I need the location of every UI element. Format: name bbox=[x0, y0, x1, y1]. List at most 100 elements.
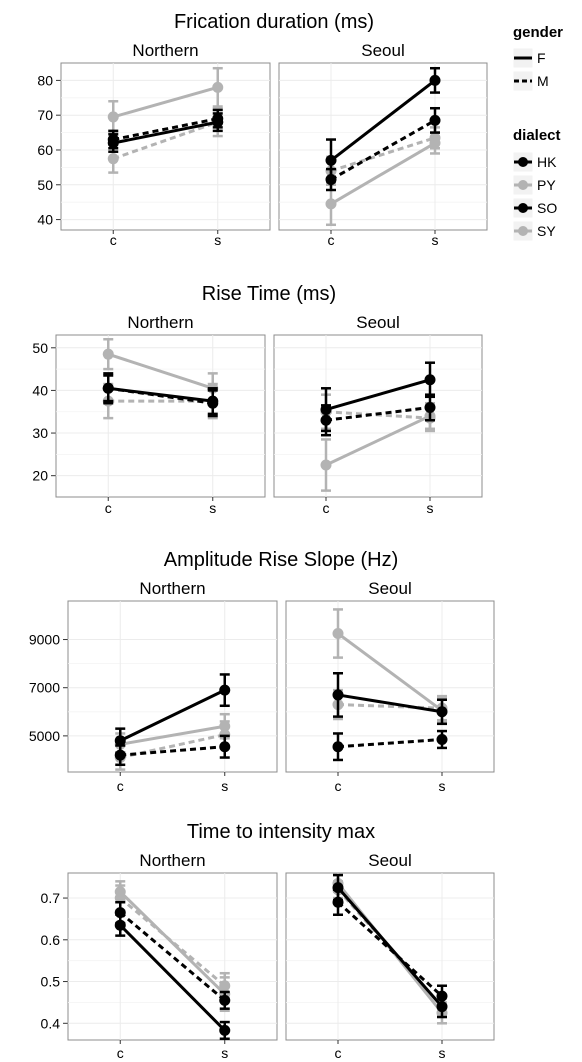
x-tick-label: c bbox=[335, 778, 342, 794]
series-line bbox=[330, 141, 436, 206]
series-line bbox=[336, 901, 444, 998]
data-point bbox=[325, 154, 337, 166]
y-tick-label: 40 bbox=[37, 212, 53, 228]
series-so-f bbox=[332, 672, 448, 726]
x-tick-label: c bbox=[105, 500, 112, 516]
legend-key-point bbox=[518, 226, 528, 236]
legend-key-so bbox=[512, 197, 534, 219]
panel-northern: Northern c s bbox=[67, 851, 278, 1061]
x-tick-label: c bbox=[328, 232, 335, 248]
chart-title: Rise Time (ms) bbox=[202, 283, 336, 305]
legend-key-py bbox=[512, 174, 534, 196]
data-point bbox=[107, 134, 119, 146]
series-line bbox=[336, 886, 444, 1008]
y-tick-label: 50 bbox=[32, 340, 48, 356]
data-point bbox=[219, 980, 231, 992]
x-tick-label: c bbox=[117, 778, 124, 794]
panel-frame bbox=[55, 334, 266, 498]
data-point bbox=[114, 735, 126, 747]
series-line bbox=[119, 688, 226, 743]
facet-label: Seoul bbox=[356, 313, 399, 332]
series-line bbox=[119, 911, 226, 1002]
series-so-m bbox=[332, 888, 448, 1008]
panel-frame bbox=[60, 62, 271, 231]
legend-key-sy bbox=[512, 220, 534, 242]
legend-key-f bbox=[512, 47, 534, 69]
x-tick-label: s bbox=[221, 778, 228, 794]
y-tick-label: 20 bbox=[32, 468, 48, 484]
x-tick-label: c bbox=[117, 1045, 124, 1061]
data-point bbox=[424, 401, 436, 413]
series-line bbox=[119, 924, 226, 1032]
series-line bbox=[337, 632, 443, 712]
legend-key-m bbox=[512, 70, 534, 92]
series-line bbox=[112, 117, 219, 142]
chart-2: Rise Time (ms) 20 30 40 50 Northern c s Seoul c s bbox=[32, 283, 483, 516]
data-point bbox=[207, 397, 219, 409]
data-point bbox=[332, 896, 344, 908]
data-point bbox=[436, 706, 448, 718]
series-line bbox=[112, 120, 219, 161]
panel-frame bbox=[285, 600, 495, 773]
data-point bbox=[429, 114, 441, 126]
y-tick-label: 40 bbox=[32, 382, 48, 398]
facet-label: Northern bbox=[139, 851, 205, 870]
x-tick-label: c bbox=[335, 1045, 342, 1061]
data-point bbox=[212, 113, 224, 125]
series-line bbox=[337, 703, 443, 710]
x-tick-label: s bbox=[214, 232, 221, 248]
y-tick-label: 70 bbox=[37, 107, 53, 123]
y-tick-label: 0.7 bbox=[41, 890, 61, 906]
facet-label: Northern bbox=[132, 41, 198, 60]
panel-northern: Northern c s bbox=[55, 313, 266, 516]
y-tick-label: 0.6 bbox=[41, 932, 61, 948]
legend-label: F bbox=[537, 50, 546, 66]
legend-label: SO bbox=[537, 200, 557, 216]
series-line bbox=[119, 733, 226, 760]
series-hk-m bbox=[102, 372, 219, 418]
facet-label: Seoul bbox=[361, 41, 404, 60]
chart-title: Frication duration (ms) bbox=[174, 11, 374, 33]
data-point bbox=[212, 81, 224, 93]
series-line bbox=[120, 745, 225, 757]
x-tick-label: s bbox=[221, 1045, 228, 1061]
legend-key-point bbox=[518, 180, 528, 190]
facet-label: Seoul bbox=[368, 579, 411, 598]
y-tick-label: 0.4 bbox=[41, 1015, 61, 1031]
x-tick-label: s bbox=[209, 500, 216, 516]
y-tick-label: 5000 bbox=[29, 728, 60, 744]
y-tick-label: 30 bbox=[32, 425, 48, 441]
panel-frame bbox=[67, 872, 278, 1041]
series-line bbox=[107, 352, 214, 390]
data-point bbox=[429, 132, 441, 144]
series-py-m bbox=[114, 884, 231, 1000]
legend-label: HK bbox=[537, 154, 557, 170]
data-point bbox=[436, 733, 448, 745]
series-line bbox=[325, 414, 431, 467]
x-tick-label: s bbox=[439, 778, 446, 794]
data-point bbox=[219, 1024, 231, 1036]
series-line bbox=[112, 85, 219, 119]
series-line bbox=[112, 120, 219, 145]
legend-key-point bbox=[518, 203, 528, 213]
panel-frame bbox=[285, 872, 495, 1041]
panel-seoul: Seoul c s bbox=[285, 579, 495, 794]
chart-title: Time to intensity max bbox=[187, 821, 375, 843]
chart-3: Amplitude Rise Slope (Hz) 5000 7000 9000 Nor… bbox=[29, 549, 495, 794]
chart-1: Frication duration (ms) 40 50 60 70 80 Norther… bbox=[37, 11, 488, 248]
data-point bbox=[325, 174, 337, 186]
x-tick-label: s bbox=[427, 500, 434, 516]
series-line bbox=[337, 693, 443, 714]
data-point bbox=[219, 684, 231, 696]
x-tick-label: s bbox=[439, 1045, 446, 1061]
legend-label: PY bbox=[537, 177, 556, 193]
series-so-m bbox=[320, 393, 436, 437]
legend-dialect-title: dialect bbox=[513, 127, 561, 144]
data-point bbox=[332, 689, 344, 701]
data-point bbox=[114, 892, 126, 904]
y-tick-label: 9000 bbox=[29, 632, 60, 648]
data-point bbox=[320, 414, 332, 426]
series-line bbox=[119, 890, 226, 996]
y-tick-label: 0.5 bbox=[41, 974, 61, 990]
